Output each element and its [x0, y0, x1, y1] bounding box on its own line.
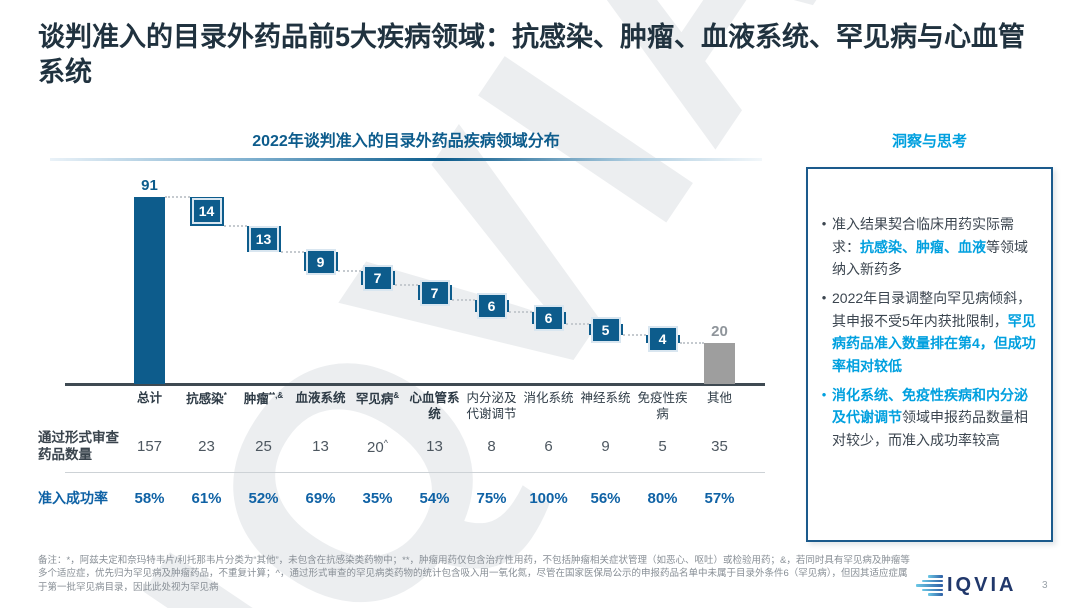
bar-value-label-8: 5: [590, 316, 621, 343]
passed-review-value-0: 157: [136, 438, 163, 456]
chart-title: 2022年谈判准入的目录外药品疾病领域分布: [252, 133, 560, 150]
row-divider: [65, 472, 765, 474]
insights-panel: 洞察与思考 • 准入结果契合临床用药实际需求：抗感染、肿瘤、血液等领域纳入新药多 •…: [806, 130, 1053, 542]
connector-line-3: [337, 269, 361, 272]
category-footmark: **,&: [268, 391, 284, 400]
connector-line-0: [165, 196, 190, 198]
insight-text: 准入结果契合临床用药实际需求：抗感染、肿瘤、血液等领域纳入新药多: [832, 216, 1028, 278]
success-rate-value-9: 80%: [647, 489, 678, 507]
category-label-8: 神经系统: [580, 391, 631, 405]
success-rate-value-5: 54%: [419, 489, 450, 507]
passed-review-cells: 157 23 25 13 20^ 13 8 6 9 5 35: [121, 438, 748, 456]
bar-value-label-3: 9: [305, 248, 336, 275]
success-rate-row-header: 准入成功率: [38, 489, 108, 506]
passed-review-value-1: 23: [198, 438, 215, 456]
connector-line-2: [280, 251, 304, 254]
success-rate-cells: 58% 61% 52% 69% 35% 54% 75% 100% 56% 80% 57%: [121, 490, 748, 507]
x-axis-line: [65, 383, 765, 386]
bar-value-label-0: 91: [141, 177, 158, 194]
waterfall-bar-10: [704, 342, 735, 384]
category-label-9: 免疫性疾病: [637, 391, 688, 421]
connector-line-6: [508, 311, 532, 314]
success-rate-value-2: 52%: [248, 489, 279, 507]
success-rate-value-1: 61%: [191, 489, 222, 507]
connector-line-4: [394, 284, 418, 287]
insight-bullet-2: • 消化系统、免疫性疾病和内分泌及代谢调节领域申报药品数量相对较少，而准入成功率较…: [816, 384, 1041, 452]
success-rate-value-8: 56%: [590, 489, 621, 507]
insight-bullet-0: • 准入结果契合临床用药实际需求：抗感染、肿瘤、血液等领域纳入新药多: [816, 213, 1041, 281]
passed-review-value-10: 35: [711, 438, 728, 456]
bar-value-label-5: 7: [419, 279, 450, 306]
iqvia-logo-lines-icon: [916, 574, 943, 597]
passed-review-value-6: 8: [487, 438, 496, 456]
connector-line-7: [565, 323, 589, 326]
success-rate-row: 准入成功率 58% 61% 52% 69% 35% 54% 75% 100% 56% 80% 57%: [30, 479, 782, 517]
category-cells: 总计 抗感染* 肿瘤**,& 血液系统 罕见病& 心血管系统 内分泌及代谢调节 消化系统 神经系…: [121, 391, 748, 422]
category-label-4: 罕见病&: [355, 391, 400, 407]
value-footmark: ^: [383, 438, 388, 449]
category-label-3: 血液系统: [295, 391, 346, 405]
footnote: 备注：*，阿兹夫定和奈玛特韦片/利托那韦片分类为“其他”，未包含在抗感染类药物中…: [38, 555, 910, 593]
category-label-7: 消化系统: [523, 391, 574, 405]
passed-review-row: 通过形式审查药品数量 157 23 25 13 20^ 13 8 6 9 5 35: [30, 428, 782, 466]
insight-text: 2022年目录调整向罕见病倾斜，其申报不受5年内获批限制，罕见病药品准入数量排在…: [832, 290, 1036, 375]
bar-value-label-10: 20: [711, 322, 728, 340]
title-underline-rule: [50, 158, 762, 161]
success-rate-value-6: 75%: [476, 489, 507, 507]
insight-text: 消化系统、免疫性疾病和内分泌及代谢调节领域申报药品数量相对较少，而准入成功率较高: [832, 386, 1028, 449]
passed-review-value-5: 13: [426, 438, 443, 456]
success-rate-value-7: 100%: [529, 489, 568, 507]
success-rate-value-10: 57%: [704, 489, 735, 507]
insight-bullet-1: • 2022年目录调整向罕见病倾斜，其申报不受5年内获批限制，罕见病药品准入数量排…: [816, 287, 1041, 378]
success-rate-value-3: 69%: [305, 489, 336, 507]
success-rate-value-0: 58%: [134, 489, 165, 507]
waterfall-plot-area: 91 14 13 9 7 7 6 6 5 4 20: [30, 169, 782, 388]
category-label-2: 肿瘤**,&: [243, 391, 284, 407]
success-rate-value-4: 35%: [362, 489, 393, 507]
chart-section: 2022年谈判准入的目录外药品疾病领域分布 91 14 13 9 7 7 6 6 5 4 20 总计…: [30, 127, 782, 517]
connector-line-1: [223, 224, 247, 227]
passed-review-value-9: 5: [658, 438, 667, 456]
waterfall-plot: 91 14 13 9 7 7 6 6 5 4 20: [121, 169, 748, 384]
waterfall-bar-0: [134, 197, 165, 384]
page-number: 3: [1042, 580, 1048, 591]
bar-value-label-9: 4: [647, 325, 678, 352]
bar-value-label-7: 6: [533, 305, 564, 332]
insights-header: 洞察与思考: [891, 133, 967, 150]
category-label-1: 抗感染*: [186, 391, 227, 407]
bar-value-label-6: 6: [476, 292, 507, 319]
category-footmark: *: [223, 391, 227, 400]
bullet-marker: •: [821, 216, 827, 231]
page-title: 谈判准入的目录外药品前5大疾病领域：抗感染、肿瘤、血液系统、罕见病与心血管系统: [38, 22, 1026, 88]
category-row: 总计 抗感染* 肿瘤**,& 血液系统 罕见病& 心血管系统 内分泌及代谢调节 消化系统 神经系…: [30, 391, 782, 422]
category-label-10: 其他: [706, 391, 732, 405]
category-footmark: &: [393, 391, 400, 400]
connector-line-8: [622, 333, 646, 336]
bar-value-label-1: 14: [191, 198, 222, 225]
iqvia-logo: IQVIA: [916, 574, 1016, 597]
passed-review-row-header: 通过形式审查药品数量: [38, 430, 119, 463]
passed-review-value-8: 9: [601, 438, 610, 456]
category-label-6: 内分泌及代谢调节: [466, 391, 517, 421]
passed-review-value-2: 25: [255, 438, 272, 456]
bullet-marker: •: [821, 290, 827, 306]
iqvia-logo-text: IQVIA: [947, 574, 1017, 596]
bar-value-label-4: 7: [362, 265, 393, 292]
passed-review-value-7: 6: [544, 438, 553, 456]
bullet-marker: •: [821, 386, 827, 402]
connector-line-9: [679, 341, 704, 344]
category-label-5: 心血管系统: [409, 391, 460, 421]
passed-review-value-3: 13: [312, 438, 329, 456]
insights-box: • 准入结果契合临床用药实际需求：抗感染、肿瘤、血液等领域纳入新药多 • 2022年目…: [806, 167, 1053, 542]
connector-line-5: [451, 298, 475, 301]
insight-list: • 准入结果契合临床用药实际需求：抗感染、肿瘤、血液等领域纳入新药多 • 2022年目…: [816, 213, 1041, 452]
passed-review-value-4: 20^: [367, 438, 388, 457]
category-label-0: 总计: [136, 391, 162, 405]
bar-value-label-2: 13: [248, 226, 279, 253]
